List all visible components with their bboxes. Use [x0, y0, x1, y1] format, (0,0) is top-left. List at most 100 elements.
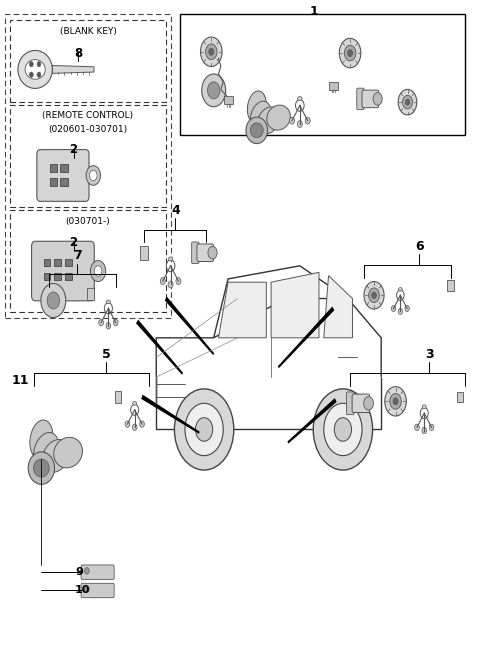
Circle shape	[140, 421, 144, 427]
Ellipse shape	[168, 257, 173, 261]
Circle shape	[398, 308, 403, 314]
Ellipse shape	[42, 440, 70, 472]
Text: (REMOTE CONTROL): (REMOTE CONTROL)	[42, 111, 133, 119]
Ellipse shape	[250, 123, 263, 138]
FancyBboxPatch shape	[357, 88, 364, 110]
Text: 2: 2	[70, 144, 78, 156]
Circle shape	[113, 319, 118, 326]
Bar	[87, 288, 94, 300]
Ellipse shape	[25, 60, 45, 79]
Text: 1: 1	[310, 5, 319, 18]
Circle shape	[90, 260, 106, 281]
Text: 5: 5	[102, 348, 110, 361]
Ellipse shape	[18, 51, 52, 89]
Circle shape	[405, 306, 409, 312]
Circle shape	[429, 424, 434, 430]
Circle shape	[373, 92, 382, 105]
Circle shape	[37, 72, 41, 77]
Ellipse shape	[30, 420, 53, 459]
FancyBboxPatch shape	[81, 583, 114, 598]
Text: 3: 3	[425, 348, 433, 361]
Circle shape	[201, 37, 222, 66]
Ellipse shape	[34, 432, 59, 468]
Ellipse shape	[422, 405, 426, 409]
Ellipse shape	[34, 459, 49, 477]
Bar	[44, 273, 50, 280]
Text: 7: 7	[73, 249, 82, 262]
Text: 6: 6	[415, 239, 424, 253]
Circle shape	[369, 288, 379, 302]
Circle shape	[422, 427, 427, 434]
Circle shape	[415, 424, 420, 430]
Circle shape	[364, 397, 373, 410]
Circle shape	[99, 319, 103, 326]
Polygon shape	[271, 272, 319, 338]
Circle shape	[89, 171, 97, 180]
Circle shape	[195, 418, 213, 441]
Polygon shape	[288, 398, 336, 443]
Bar	[49, 165, 57, 173]
Bar	[329, 82, 338, 90]
FancyBboxPatch shape	[81, 565, 114, 579]
Text: 9: 9	[75, 567, 83, 577]
Circle shape	[29, 72, 33, 77]
Circle shape	[403, 95, 412, 109]
Bar	[65, 273, 72, 280]
Circle shape	[174, 389, 234, 470]
FancyBboxPatch shape	[32, 241, 94, 301]
Circle shape	[391, 306, 396, 312]
Circle shape	[390, 394, 401, 409]
Polygon shape	[52, 66, 94, 73]
Circle shape	[47, 292, 60, 309]
Circle shape	[207, 82, 220, 99]
Circle shape	[305, 117, 310, 124]
Ellipse shape	[267, 105, 290, 130]
Ellipse shape	[298, 96, 302, 100]
Circle shape	[364, 281, 384, 309]
Bar	[65, 258, 72, 266]
Text: 8: 8	[74, 47, 83, 60]
Bar	[447, 280, 454, 291]
Bar	[180, 14, 465, 135]
Bar	[10, 106, 166, 207]
FancyBboxPatch shape	[352, 394, 370, 413]
Circle shape	[160, 277, 165, 285]
Bar	[54, 258, 61, 266]
Text: (030701-): (030701-)	[66, 216, 110, 226]
Text: 2: 2	[70, 236, 78, 249]
Ellipse shape	[54, 438, 83, 468]
Polygon shape	[141, 395, 200, 434]
Polygon shape	[136, 319, 183, 375]
Ellipse shape	[107, 300, 110, 304]
Bar	[457, 392, 463, 402]
Circle shape	[106, 323, 111, 329]
Circle shape	[297, 121, 302, 127]
Bar	[60, 165, 68, 173]
Bar	[115, 391, 121, 403]
Ellipse shape	[28, 452, 55, 484]
Circle shape	[125, 421, 130, 427]
Bar	[10, 210, 166, 312]
Circle shape	[339, 38, 361, 68]
Circle shape	[37, 62, 41, 67]
Circle shape	[313, 389, 372, 470]
Circle shape	[132, 424, 137, 430]
Polygon shape	[165, 297, 214, 355]
Circle shape	[398, 89, 417, 115]
Circle shape	[385, 386, 406, 416]
Circle shape	[205, 44, 217, 60]
Text: 4: 4	[171, 203, 180, 216]
Circle shape	[168, 281, 173, 288]
Polygon shape	[218, 282, 266, 338]
Circle shape	[29, 62, 33, 67]
Circle shape	[334, 418, 351, 441]
Circle shape	[372, 292, 376, 298]
Bar	[141, 246, 148, 260]
Bar	[44, 258, 50, 266]
Circle shape	[94, 266, 102, 276]
Circle shape	[86, 166, 100, 185]
Ellipse shape	[132, 401, 137, 405]
Ellipse shape	[251, 101, 271, 131]
Ellipse shape	[398, 287, 402, 291]
FancyBboxPatch shape	[362, 90, 379, 108]
